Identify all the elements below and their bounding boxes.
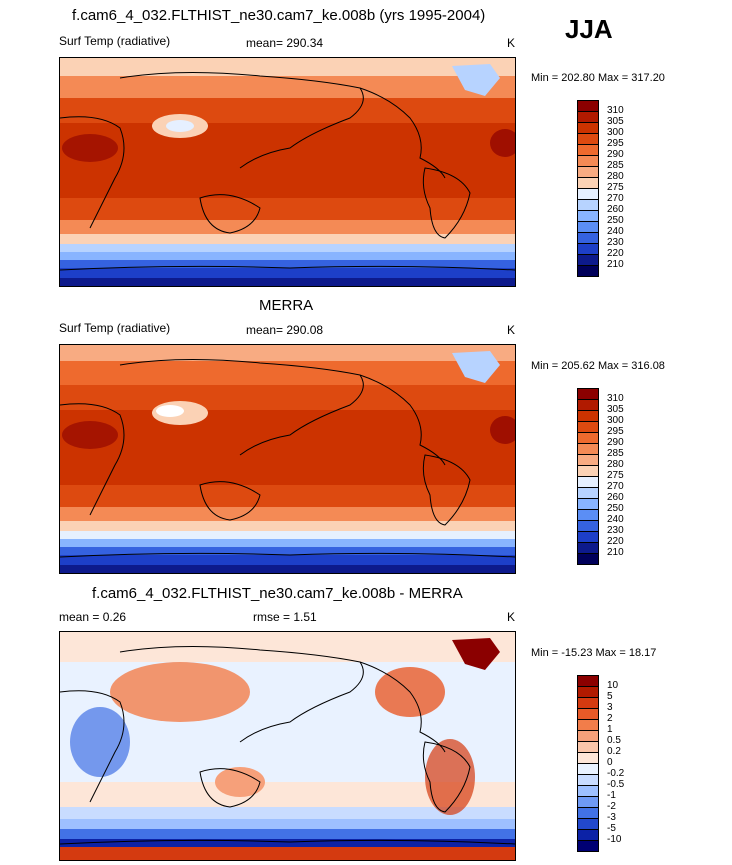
panel-2-mean-label: mean= 290.08 — [246, 323, 324, 337]
colorbar-tick-label: 250 — [607, 503, 624, 514]
colorbar-tick-label: 295 — [607, 426, 624, 437]
colorbar-swatch — [577, 553, 599, 565]
panel-3-map-field — [60, 632, 515, 860]
panel-2-title: MERRA — [259, 297, 314, 314]
panel-3-minmax: Min = -15.23 Max = 18.17 — [531, 647, 657, 659]
colorbar-tick-label: 285 — [607, 448, 624, 459]
panel-3-rmse-label: rmse = 1.51 — [253, 610, 317, 624]
colorbar-tick-label: -5 — [607, 823, 616, 834]
panel-1-minmax: Min = 202.80 Max = 317.20 — [531, 72, 665, 84]
colorbar-tick-label: 300 — [607, 127, 624, 138]
colorbar-tick-label: -2 — [607, 801, 616, 812]
panel-3-colorbar: 10 5 3 2 1 0.5 0.2 0 -0.2 -0.5 -1 -2 -3 -5 -10 — [577, 675, 657, 855]
colorbar-tick-label: 1 — [607, 724, 613, 735]
colorbar-tick-label: 0.5 — [607, 735, 621, 746]
colorbar-tick-label: 260 — [607, 492, 624, 503]
panel-1-map — [59, 57, 516, 287]
colorbar-tick-label: -3 — [607, 812, 616, 823]
colorbar-tick-label: 10 — [607, 680, 619, 691]
colorbar-tick-label: 275 — [607, 182, 624, 193]
colorbar-tick-label: 270 — [607, 193, 624, 204]
colorbar-tick-label: -1 — [607, 790, 616, 801]
panel-2-variable-label: Surf Temp (radiative) — [59, 321, 171, 335]
colorbar-tick-label: -0.5 — [607, 779, 625, 790]
season-label: JJA — [565, 14, 613, 44]
colorbar-swatch — [577, 840, 599, 852]
colorbar-tick-label: 290 — [607, 437, 624, 448]
panel-2-units: K — [507, 323, 516, 337]
colorbar-tick-label: 0.2 — [607, 746, 621, 757]
colorbar-tick-label: 220 — [607, 248, 624, 259]
colorbar-tick-label: 210 — [607, 259, 624, 270]
panel-1-mean-label: mean= 290.34 — [246, 36, 324, 50]
colorbar-tick-label: -0.2 — [607, 768, 625, 779]
panel-3-units: K — [507, 610, 516, 624]
colorbar-swatch — [577, 265, 599, 277]
colorbar-tick-label: 285 — [607, 160, 624, 171]
colorbar-tick-label: 210 — [607, 547, 624, 558]
colorbar-tick-label: 230 — [607, 237, 624, 248]
panel-1-map-field — [60, 58, 515, 286]
colorbar-tick-label: 275 — [607, 470, 624, 481]
colorbar-tick-label: 5 — [607, 691, 613, 702]
colorbar-tick-label: 310 — [607, 105, 624, 116]
colorbar-tick-label: 240 — [607, 514, 624, 525]
colorbar-tick-label: 250 — [607, 215, 624, 226]
panel-2-map-field — [60, 345, 515, 573]
colorbar-tick-label: 3 — [607, 702, 613, 713]
panel-2-colorbar: 310 305 300 295 290 285 280 275 270 260 250 240 230 2… — [577, 388, 657, 568]
panel-1-variable-label: Surf Temp (radiative) — [59, 34, 171, 48]
panel-1-units: K — [507, 36, 516, 50]
colorbar-tick-label: 240 — [607, 226, 624, 237]
colorbar-tick-label: 270 — [607, 481, 624, 492]
colorbar-tick-label: 280 — [607, 171, 624, 182]
panel-2-map — [59, 344, 516, 574]
colorbar-tick-label: 260 — [607, 204, 624, 215]
panel-3-map — [59, 631, 516, 861]
colorbar-tick-label: 305 — [607, 404, 624, 415]
colorbar-tick-label: 2 — [607, 713, 613, 724]
colorbar-tick-label: 280 — [607, 459, 624, 470]
colorbar-tick-label: 220 — [607, 536, 624, 547]
colorbar-tick-label: 290 — [607, 149, 624, 160]
panel-3-title: f.cam6_4_032.FLTHIST_ne30.cam7_ke.008b -… — [92, 585, 463, 602]
colorbar-tick-label: 300 — [607, 415, 624, 426]
panel-1-colorbar: 310 305 300 295 290 285 280 275 270 260 250 240 230 2… — [577, 100, 657, 280]
panel-1-title: f.cam6_4_032.FLTHIST_ne30.cam7_ke.008b (… — [72, 7, 486, 24]
colorbar-tick-label: 310 — [607, 393, 624, 404]
colorbar-tick-label: 305 — [607, 116, 624, 127]
colorbar-tick-label: -10 — [607, 834, 622, 845]
colorbar-tick-label: 230 — [607, 525, 624, 536]
panel-3-mean-label: mean = 0.26 — [59, 610, 127, 624]
colorbar-tick-label: 0 — [607, 757, 613, 768]
colorbar-tick-label: 295 — [607, 138, 624, 149]
panel-2-minmax: Min = 205.62 Max = 316.08 — [531, 360, 665, 372]
